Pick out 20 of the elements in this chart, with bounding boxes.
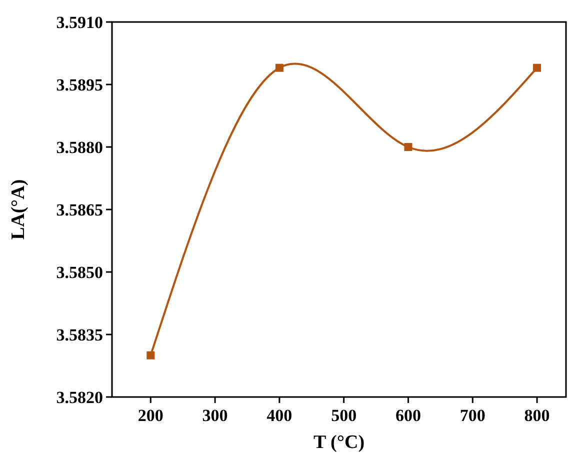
point — [404, 143, 412, 151]
point — [146, 351, 155, 360]
x-tick-label: 500 — [331, 406, 357, 425]
y-axis-title: LA(°A) — [8, 179, 29, 240]
x-axis-title: T (°C) — [313, 432, 365, 453]
y-tick-label: 3.5850 — [56, 263, 103, 282]
x-tick-label: 600 — [395, 406, 421, 425]
y-tick-label: 3.5865 — [56, 200, 103, 220]
x-tick-label: 800 — [524, 406, 550, 425]
y-tick-label: 3.5895 — [56, 76, 103, 94]
point — [275, 64, 284, 72]
y-tick-label: 3.5820 — [56, 388, 103, 407]
y-tick-label: 3.5880 — [56, 138, 103, 157]
y-tick-label: 3.5835 — [56, 326, 103, 344]
x-tick-label: 200 — [138, 406, 164, 425]
x-tick-label: 700 — [460, 406, 486, 425]
x-tick-label: 300 — [202, 406, 228, 425]
y-tick-label: 3.5910 — [56, 13, 103, 32]
x-tick-label: 400 — [266, 406, 292, 425]
point — [533, 64, 542, 72]
